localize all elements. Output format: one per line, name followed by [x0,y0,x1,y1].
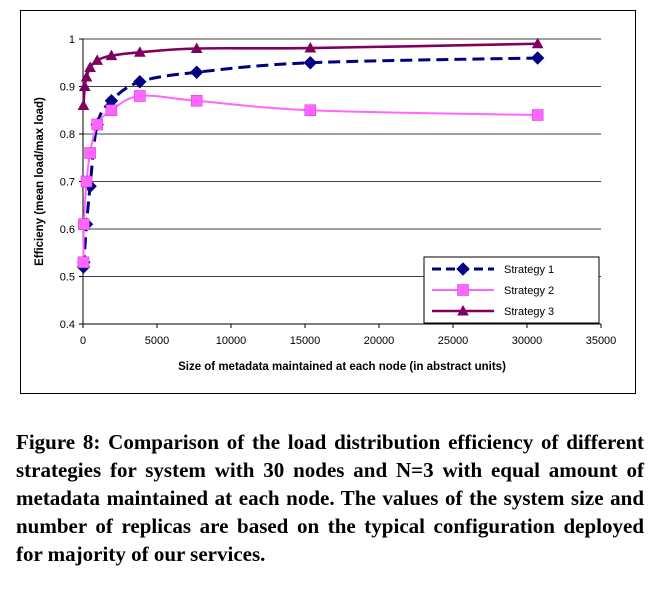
figure-caption: Figure 8: Comparison of the load distrib… [16,430,644,566]
series-1-point [133,75,147,89]
x-tick-label: 0 [80,335,86,347]
y-tick-label: 1 [69,34,75,46]
series-3-point [304,41,317,53]
y-axis-title: Efficieny (mean load/max load) [34,97,46,266]
series-3-point [91,54,104,65]
series-3-point [105,49,118,61]
series-2-point [84,147,96,159]
series-2-point [78,218,90,230]
y-tick-label: 0.6 [60,224,75,236]
series-3-point [80,70,93,82]
series-3-point [84,61,96,72]
series-2-point [77,256,90,268]
series-line-1 [81,56,538,269]
y-tick-label: 0.7 [60,177,75,189]
y-tick-label: 0.8 [60,129,75,141]
legend-marker-3 [457,304,469,316]
legend-label: Strategy 3 [504,306,554,318]
series-2-point [80,175,93,188]
y-tick-label: 0.4 [60,319,75,331]
legend-marker-1 [456,262,470,276]
x-tick-label: 20000 [364,335,395,347]
series-2-point [134,90,146,102]
series-2-point [531,109,544,121]
x-tick-label: 30000 [512,335,543,347]
series-1-point [303,56,318,70]
series-2-point [304,104,317,116]
series-3-point [78,80,91,91]
series-3-point [133,46,146,57]
series-line-2 [82,94,538,263]
legend-marker-2 [457,284,469,296]
series-1-point [189,65,204,79]
series-1-point [530,51,545,65]
series-3-point [190,42,203,53]
x-tick-label: 35000 [586,335,617,347]
x-tick-label: 15000 [290,335,321,347]
line-chart: 0.4 0.5 0.6 0.7 0.8 0.9 1 0 5000 10000 15000 20000 2… [34,34,617,373]
legend-label: Strategy 1 [504,264,554,276]
x-axis-title: Size of metadata maintained at each node… [178,361,506,373]
x-tick-label: 5000 [145,335,169,347]
series-2-point [190,95,203,107]
chart-frame: 0.4 0.5 0.6 0.7 0.8 0.9 1 0 5000 10000 15000 20000 2… [20,10,636,394]
legend-label: Strategy 2 [504,285,554,297]
x-tick-label: 25000 [438,335,469,347]
y-tick-label: 0.5 [60,272,75,284]
series-2-point [105,104,118,116]
x-tick-label: 10000 [216,335,247,347]
series-3-point [77,99,90,110]
y-tick-label: 0.9 [60,82,75,94]
series-3-point [531,37,544,49]
series-2-point [91,118,103,131]
